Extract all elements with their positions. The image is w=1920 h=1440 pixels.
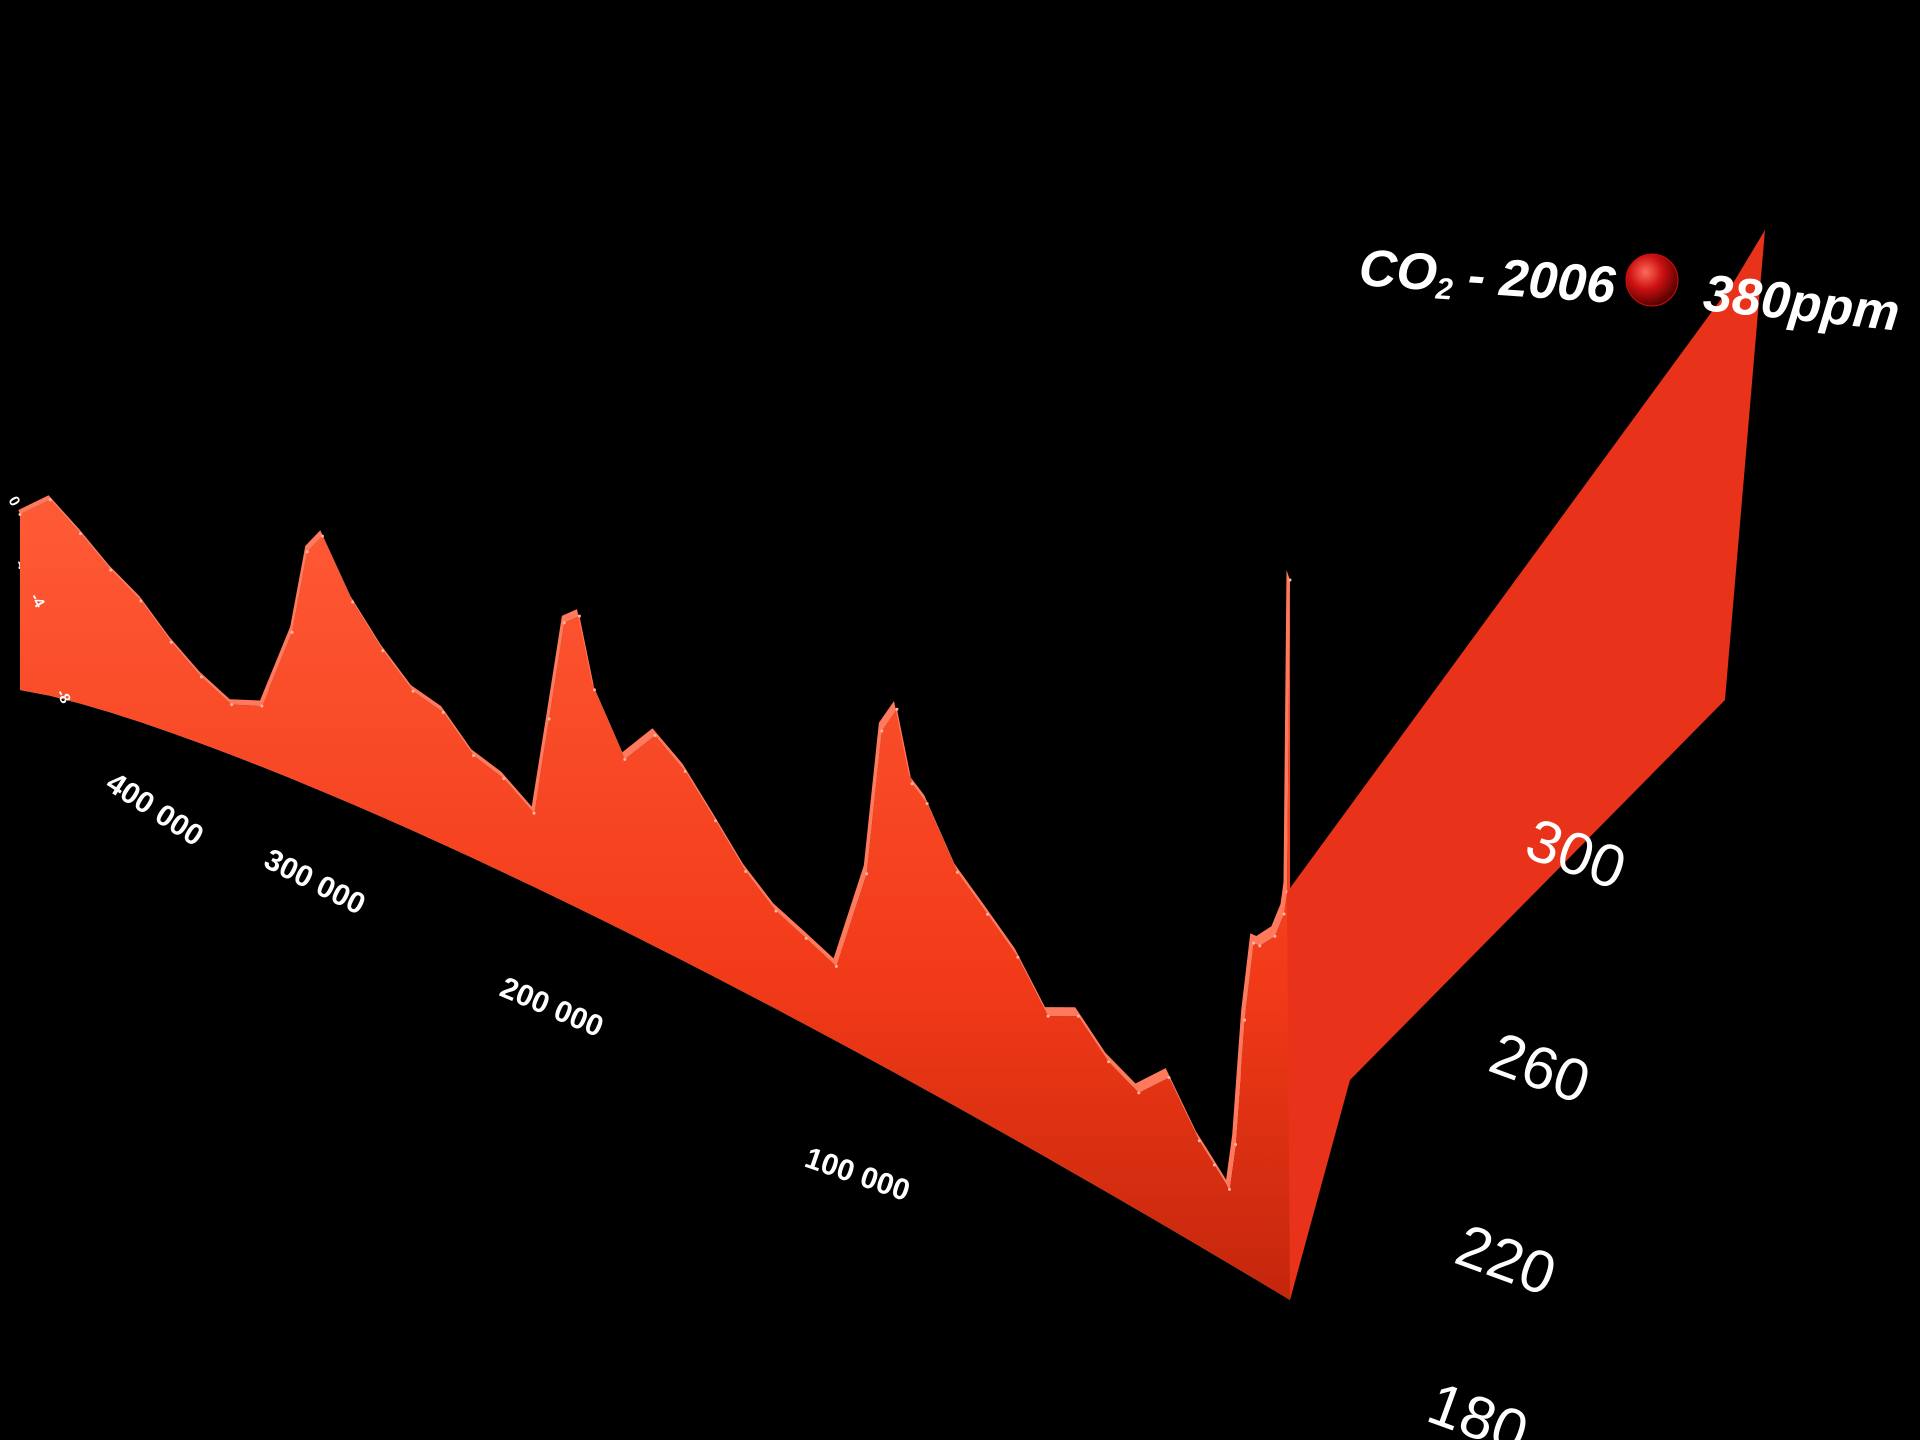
co2-2006-marker	[1625, 253, 1679, 307]
co2-data-point	[1273, 934, 1277, 938]
temperature-tick-label: 0	[5, 494, 24, 510]
co2-data-point	[834, 964, 838, 968]
co2-data-point	[79, 532, 82, 536]
co2-data-point	[305, 550, 309, 554]
co2-data-point	[562, 621, 566, 625]
co2-data-point	[1167, 1076, 1171, 1080]
co2-tick-label: 220	[1448, 1211, 1565, 1308]
co2-data-point	[1212, 1163, 1216, 1167]
co2-data-point	[109, 568, 113, 572]
co2-data-point	[774, 909, 778, 913]
co2-data-point	[1137, 1091, 1141, 1095]
co2-data-point	[260, 704, 264, 708]
co2-data-point	[502, 777, 506, 781]
co2-data-point	[683, 769, 687, 773]
co2-data-point	[351, 600, 355, 604]
co2-data-point	[139, 599, 143, 603]
co2-data-point	[593, 688, 596, 692]
co2-data-point	[880, 729, 884, 733]
co2-data-point	[532, 811, 536, 815]
co2-data-point	[1282, 912, 1286, 916]
co2-data-point	[955, 870, 959, 874]
co2-data-point	[290, 630, 294, 634]
x-tick-label: 300 000	[259, 843, 371, 922]
co2-data-point	[1228, 1187, 1231, 1191]
co2-data-point	[1107, 1060, 1111, 1064]
co2-data-point	[925, 802, 929, 806]
co2-tick-label: 260	[1482, 1019, 1599, 1116]
co2-data-point	[1016, 955, 1020, 959]
co2-data-point	[1234, 1143, 1238, 1146]
annotation-label: CO2 - 2006	[1357, 239, 1618, 318]
co2-data-point	[577, 614, 581, 618]
co2-data-point	[1252, 941, 1256, 945]
co2-ribbon	[18, 230, 1765, 1300]
co2-data-point	[623, 757, 627, 761]
co2-data-point	[199, 675, 203, 679]
co2-data-point	[1243, 1018, 1247, 1022]
co2-data-point	[986, 912, 990, 916]
annotation-subscript: 2	[1434, 272, 1454, 306]
annotation-main: CO	[1357, 239, 1439, 302]
co2-ribbon-face	[20, 499, 1290, 1300]
co2-data-point	[714, 819, 717, 823]
co2-data-point	[230, 703, 234, 707]
co2-data-point	[744, 870, 748, 873]
co2-data-point	[441, 710, 445, 714]
svg-text:CO2 - 2006: CO2 - 2006	[1357, 239, 1618, 318]
co2-data-point	[547, 717, 551, 721]
co2-data-point	[804, 936, 808, 940]
x-tick-label: 100 000	[801, 1141, 914, 1208]
co2-data-point	[1076, 1014, 1080, 1018]
co2-data-point	[411, 689, 415, 693]
co2-data-point	[910, 782, 914, 786]
annotation-rest: - 2006	[1452, 246, 1619, 315]
co2-tick-label: 180	[1420, 1369, 1537, 1440]
co2-data-point	[653, 734, 657, 737]
co2-data-point	[1258, 944, 1262, 948]
co2-data-point	[895, 707, 899, 711]
co2-modern-spike	[1287, 230, 1765, 1300]
co2-data-point	[169, 640, 173, 644]
x-tick-label: 200 000	[495, 971, 608, 1044]
co2-data-point	[865, 872, 869, 876]
co2-data-point	[320, 534, 324, 538]
co2-data-point	[381, 649, 385, 653]
co2-data-point	[48, 498, 52, 502]
co2-data-point	[472, 754, 476, 758]
co2-data-point	[1197, 1139, 1201, 1143]
co2-data-point	[1046, 1014, 1050, 1018]
co2-data-point	[1288, 578, 1292, 582]
x-tick-label: 400 000	[100, 766, 209, 853]
co2-data-point	[18, 513, 22, 516]
